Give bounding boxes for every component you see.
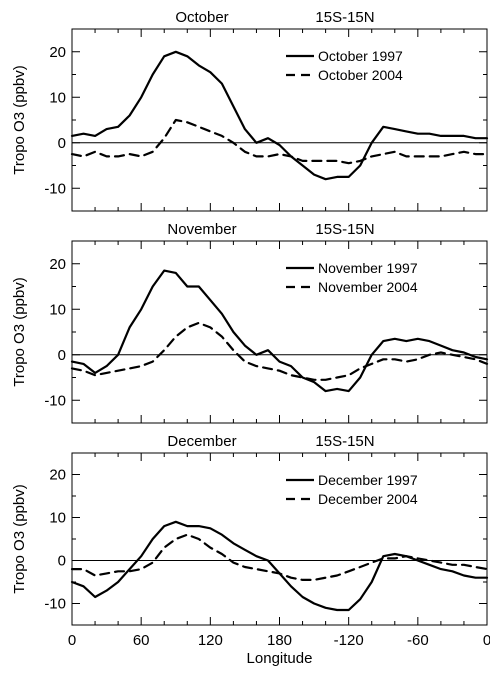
panel-2-title: November xyxy=(167,221,236,238)
panel-3-x-tick-label: 60 xyxy=(133,632,150,649)
panel-1-y-axis-label: Tropo O3 (ppbv) xyxy=(11,65,28,175)
panel-3-legend-label-2: December 2004 xyxy=(318,491,418,507)
panel-3-region-label: 15S-15N xyxy=(315,433,374,450)
panel-3-legend-label-1: December 1997 xyxy=(318,472,418,488)
panel-2-y-tick-label: 10 xyxy=(49,301,66,318)
panel-1-y-tick-label: 10 xyxy=(49,89,66,106)
panel-3-plot-frame xyxy=(71,452,488,626)
panel-3-x-axis-label: Longitude xyxy=(247,650,313,667)
panel-2-legend-label-2: November 2004 xyxy=(318,279,418,295)
panel-3-x-tick-label: 0 xyxy=(68,632,76,649)
panel-1-plot-frame xyxy=(71,28,488,212)
panel-3-y-axis-label: Tropo O3 (ppbv) xyxy=(11,484,28,594)
panel-2-y-tick-label: 20 xyxy=(49,256,66,273)
panel-3-x-tick-label: 180 xyxy=(267,632,292,649)
panel-2-y-axis-label: Tropo O3 (ppbv) xyxy=(11,277,28,387)
panel-2-y-tick-label: 0 xyxy=(58,347,66,364)
panel-1-y-tick-label: 20 xyxy=(49,44,66,61)
panel-1-legend-label-2: October 2004 xyxy=(318,67,403,83)
panel-2-y-tick-label: -10 xyxy=(44,392,66,409)
panel-3-y-tick-label: -10 xyxy=(44,596,66,613)
panel-3-y-tick-label: 20 xyxy=(49,467,66,484)
panel-3-x-tick-label: -120 xyxy=(334,632,364,649)
panel-2-legend-label-1: November 1997 xyxy=(318,260,418,276)
panel-2-series-line-1 xyxy=(70,269,489,393)
panel-3-x-tick-label: 120 xyxy=(198,632,223,649)
panel-2-region-label: 15S-15N xyxy=(315,221,374,238)
panel-3-series-line-2 xyxy=(70,533,489,582)
panel-1-y-tick-label: -10 xyxy=(44,180,66,197)
panel-3-x-tick-label: 0 xyxy=(483,632,490,649)
panel-3-x-tick-label: -60 xyxy=(407,632,429,649)
panel-3-series-line-1 xyxy=(70,520,489,612)
panel-1-series-line-1 xyxy=(70,50,489,181)
panel-3-y-tick-label: 0 xyxy=(58,553,66,570)
panel-3-y-tick-label: 10 xyxy=(49,510,66,527)
panel-2-series-line-2 xyxy=(70,321,489,381)
panel-1-series-line-2 xyxy=(70,118,489,165)
panel-1-y-tick-label: 0 xyxy=(58,135,66,152)
panel-1-title: October xyxy=(175,9,228,26)
panel-1-legend-label-1: October 1997 xyxy=(318,48,403,64)
panel-3-title: December xyxy=(167,433,236,450)
panel-1-region-label: 15S-15N xyxy=(315,9,374,26)
panel-2-plot-frame xyxy=(71,240,488,424)
